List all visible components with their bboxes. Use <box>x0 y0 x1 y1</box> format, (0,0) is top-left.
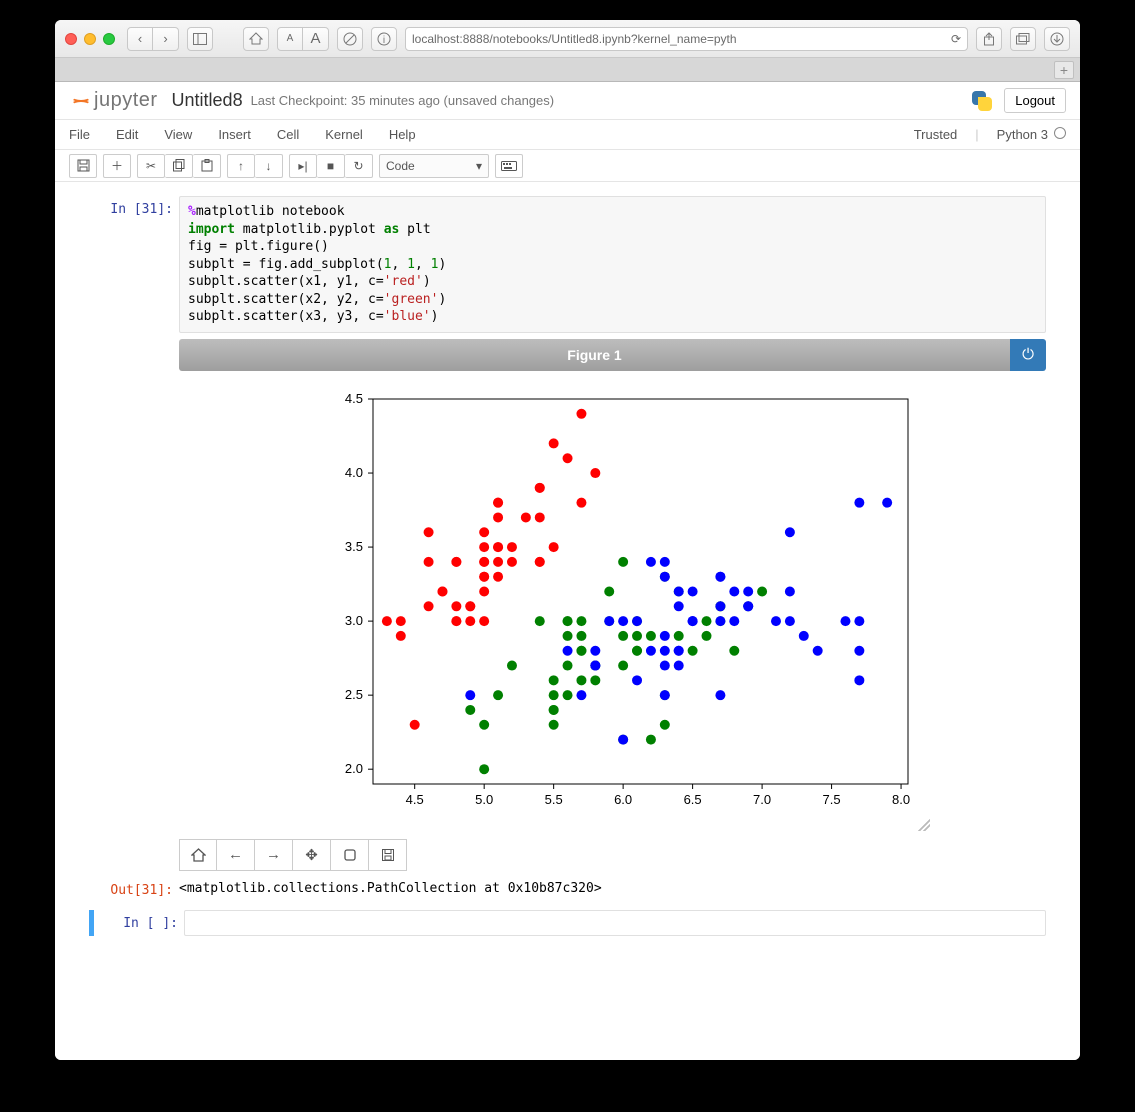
add-cell-button[interactable]: ＋ <box>103 154 131 178</box>
fig-back-button[interactable]: ← <box>217 839 255 871</box>
move-down-button[interactable]: ↓ <box>255 154 283 178</box>
font-larger-button[interactable]: A <box>303 27 329 51</box>
url-text: localhost:8888/notebooks/Untitled8.ipynb… <box>412 32 737 46</box>
notebook-area[interactable]: In [31]: %matplotlib notebook import mat… <box>55 182 1080 1060</box>
celltype-select[interactable]: Code▾ <box>379 154 489 178</box>
svg-text:4.5: 4.5 <box>344 391 362 406</box>
svg-text:2.0: 2.0 <box>344 761 362 776</box>
stop-button[interactable]: ■ <box>317 154 345 178</box>
chevron-down-icon: ▾ <box>476 159 482 173</box>
code-cell[interactable]: In [31]: %matplotlib notebook import mat… <box>89 196 1046 333</box>
menu-view[interactable]: View <box>164 127 192 142</box>
menu-edit[interactable]: Edit <box>116 127 138 142</box>
figure-output: Figure 1 ⏻ 4.5 5.0 5.5 6.0 6.5 7.0 7.5 8.0 2.0 2.… <box>179 339 1046 871</box>
svg-text:3.0: 3.0 <box>344 613 362 628</box>
nav-back-button[interactable]: ‹ <box>127 27 153 51</box>
figure-power-button[interactable]: ⏻ <box>1010 339 1046 371</box>
empty-code-cell[interactable]: In [ ]: <box>89 910 1046 936</box>
tab-strip: + <box>55 58 1080 82</box>
menubar-separator: | <box>975 127 978 142</box>
fig-home-button[interactable] <box>179 839 217 871</box>
cut-button[interactable]: ✂ <box>137 154 165 178</box>
paste-button[interactable] <box>193 154 221 178</box>
home-button[interactable] <box>243 27 269 51</box>
figure-titlebar: Figure 1 ⏻ <box>179 339 1046 371</box>
logout-button[interactable]: Logout <box>1004 88 1066 113</box>
run-button[interactable]: ▸| <box>289 154 317 178</box>
reload-icon[interactable]: ⟳ <box>951 32 961 46</box>
svg-text:4.0: 4.0 <box>344 465 362 480</box>
menu-help[interactable]: Help <box>389 127 416 142</box>
window-controls <box>65 33 115 45</box>
menu-cell[interactable]: Cell <box>277 127 299 142</box>
fig-save-button[interactable] <box>369 839 407 871</box>
svg-text:5.5: 5.5 <box>544 792 562 807</box>
output-prompt: Out[31]: <box>89 877 179 900</box>
copy-button[interactable] <box>165 154 193 178</box>
jupyter-logo-icon <box>69 91 89 111</box>
new-tab-button[interactable]: + <box>1054 61 1074 79</box>
browser-window: ‹ › A A i localhost:8888/notebooks/Untit… <box>55 20 1080 1060</box>
fig-pan-button[interactable]: ✥ <box>293 839 331 871</box>
jupyter-toolbar: ＋ ✂ ↑ ↓ ▸| ■ ↻ Code▾ <box>55 150 1080 182</box>
plot-canvas[interactable]: 4.5 5.0 5.5 6.0 6.5 7.0 7.5 8.0 2.0 2.5 3.0 3.5 4.0 4… <box>298 379 928 829</box>
notebook-title[interactable]: Untitled8 <box>172 90 243 111</box>
minimize-window-button[interactable] <box>84 33 96 45</box>
info-button[interactable]: i <box>371 27 397 51</box>
font-smaller-button[interactable]: A <box>277 27 303 51</box>
url-bar[interactable]: localhost:8888/notebooks/Untitled8.ipynb… <box>405 27 968 51</box>
figure-toolbar: ← → ✥ <box>179 839 1046 871</box>
figure-title: Figure 1 <box>179 339 1010 371</box>
svg-text:7.0: 7.0 <box>753 792 771 807</box>
sidebar-toggle-button[interactable] <box>187 27 213 51</box>
share-button[interactable] <box>976 27 1002 51</box>
input-prompt-empty: In [ ]: <box>94 910 184 936</box>
menu-kernel[interactable]: Kernel <box>325 127 363 142</box>
restart-button[interactable]: ↻ <box>345 154 373 178</box>
python-icon <box>970 89 994 113</box>
code-input[interactable]: %matplotlib notebook import matplotlib.p… <box>179 196 1046 333</box>
jupyter-menubar: File Edit View Insert Cell Kernel Help Trusted… <box>55 120 1080 150</box>
tabs-button[interactable] <box>1010 27 1036 51</box>
svg-text:2.5: 2.5 <box>344 687 362 702</box>
fig-zoom-button[interactable] <box>331 839 369 871</box>
close-window-button[interactable] <box>65 33 77 45</box>
svg-text:4.5: 4.5 <box>405 792 423 807</box>
resize-grip-icon[interactable] <box>918 819 930 831</box>
downloads-button[interactable] <box>1044 27 1070 51</box>
nav-forward-button[interactable]: › <box>153 27 179 51</box>
jupyter-logo-text: jupyter <box>94 89 158 112</box>
move-up-button[interactable]: ↑ <box>227 154 255 178</box>
empty-code-input[interactable] <box>184 910 1046 936</box>
svg-text:7.5: 7.5 <box>822 792 840 807</box>
kernel-indicator-icon <box>1054 127 1066 139</box>
command-palette-button[interactable] <box>495 154 523 178</box>
checkpoint-text: Last Checkpoint: 35 minutes ago (unsaved… <box>251 93 555 108</box>
fig-forward-button[interactable]: → <box>255 839 293 871</box>
svg-text:6.0: 6.0 <box>614 792 632 807</box>
save-button[interactable] <box>69 154 97 178</box>
kernel-name[interactable]: Python 3 <box>997 127 1066 142</box>
input-prompt: In [31]: <box>89 196 179 333</box>
output-text: <matplotlib.collections.PathCollection a… <box>179 877 1046 900</box>
svg-text:8.0: 8.0 <box>892 792 910 807</box>
jupyter-logo[interactable]: jupyter <box>69 89 158 112</box>
svg-text:6.5: 6.5 <box>683 792 701 807</box>
svg-text:i: i <box>383 35 385 46</box>
trusted-indicator[interactable]: Trusted <box>914 127 958 142</box>
menu-insert[interactable]: Insert <box>218 127 251 142</box>
svg-text:3.5: 3.5 <box>344 539 362 554</box>
svg-text:5.0: 5.0 <box>475 792 493 807</box>
jupyter-header: jupyter Untitled8 Last Checkpoint: 35 mi… <box>55 82 1080 120</box>
zoom-window-button[interactable] <box>103 33 115 45</box>
menu-file[interactable]: File <box>69 127 90 142</box>
safari-toolbar: ‹ › A A i localhost:8888/notebooks/Untit… <box>55 20 1080 58</box>
privacy-button[interactable] <box>337 27 363 51</box>
output-cell: Out[31]: <matplotlib.collections.PathCol… <box>89 877 1046 900</box>
